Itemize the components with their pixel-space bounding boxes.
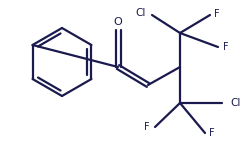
Text: F: F <box>209 128 215 138</box>
Text: F: F <box>144 122 150 132</box>
Text: F: F <box>214 9 220 19</box>
Text: O: O <box>114 17 122 27</box>
Text: Cl: Cl <box>230 98 240 108</box>
Text: Cl: Cl <box>136 8 146 18</box>
Text: F: F <box>223 42 229 52</box>
